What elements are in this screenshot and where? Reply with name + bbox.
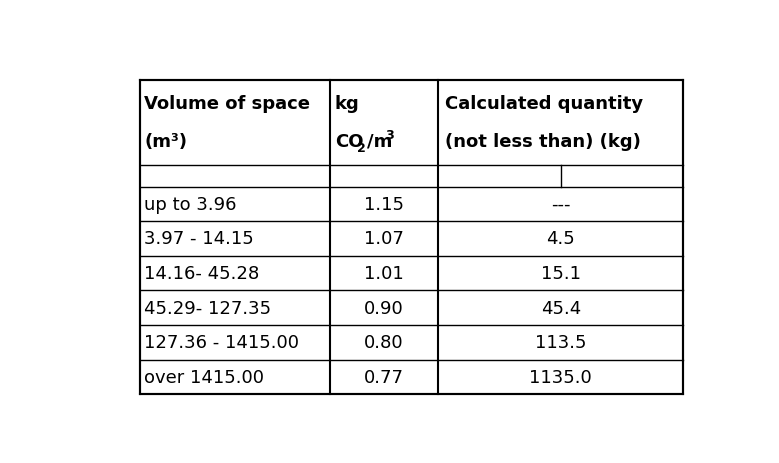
Text: 3: 3 [385, 128, 393, 141]
Text: (m³): (m³) [144, 132, 188, 150]
Text: 45.4: 45.4 [541, 299, 581, 317]
Text: /m: /m [367, 132, 392, 150]
Text: 1.15: 1.15 [364, 195, 404, 213]
Text: 0.77: 0.77 [364, 368, 404, 386]
Text: 2: 2 [357, 142, 366, 155]
Text: 1135.0: 1135.0 [530, 368, 592, 386]
Text: 1.01: 1.01 [365, 264, 404, 282]
Text: CO: CO [335, 132, 363, 150]
Text: 0.80: 0.80 [365, 333, 404, 351]
Text: ---: --- [551, 195, 570, 213]
Text: 14.16- 45.28: 14.16- 45.28 [144, 264, 259, 282]
Text: 0.90: 0.90 [365, 299, 404, 317]
Text: Calculated quantity: Calculated quantity [445, 95, 643, 113]
Text: 127.36 - 1415.00: 127.36 - 1415.00 [144, 333, 299, 351]
Text: 1.07: 1.07 [365, 230, 404, 248]
Bar [139, 81, 683, 394]
Text: 45.29- 127.35: 45.29- 127.35 [144, 299, 272, 317]
Text: over 1415.00: over 1415.00 [144, 368, 264, 386]
Text: 4.5: 4.5 [546, 230, 575, 248]
Text: 3.97 - 14.15: 3.97 - 14.15 [144, 230, 254, 248]
Text: 113.5: 113.5 [535, 333, 587, 351]
Text: Volume of space: Volume of space [144, 95, 311, 113]
Text: kg: kg [335, 95, 359, 113]
Text: 15.1: 15.1 [541, 264, 580, 282]
Text: (not less than) (kg): (not less than) (kg) [445, 132, 640, 150]
Text: up to 3.96: up to 3.96 [144, 195, 237, 213]
